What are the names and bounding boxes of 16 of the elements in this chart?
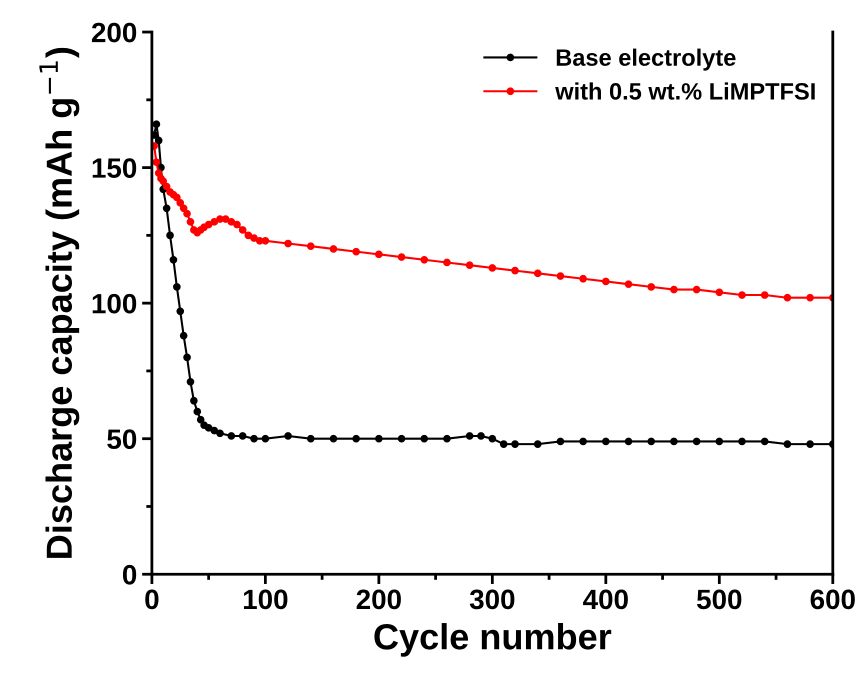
- x-tick-label: 100: [244, 590, 288, 610]
- x-tick-label: 400: [583, 590, 628, 610]
- x-tick-label: 200: [356, 590, 401, 610]
- x-tick-label: 600: [810, 590, 855, 610]
- y-axis-title: Discharge capacity (mAh g$^{−1}$): [39, 48, 80, 558]
- y-tick-label: 100: [92, 294, 136, 314]
- x-tick-label: 0: [145, 590, 158, 610]
- y-tick-label: 0: [122, 564, 136, 585]
- y-tick-label: 200: [92, 22, 136, 42]
- x-tick-label: 500: [696, 590, 742, 610]
- x-tick-label: 300: [470, 590, 514, 610]
- x-axis-title: Cycle number: [374, 623, 612, 657]
- legend-label: Base electrolyte: [556, 48, 736, 71]
- legend-label: with 0.5 wt.% LiMPTFSI: [555, 82, 815, 100]
- y-tick-label: 150: [92, 158, 136, 178]
- y-tick-label: 50: [107, 429, 136, 450]
